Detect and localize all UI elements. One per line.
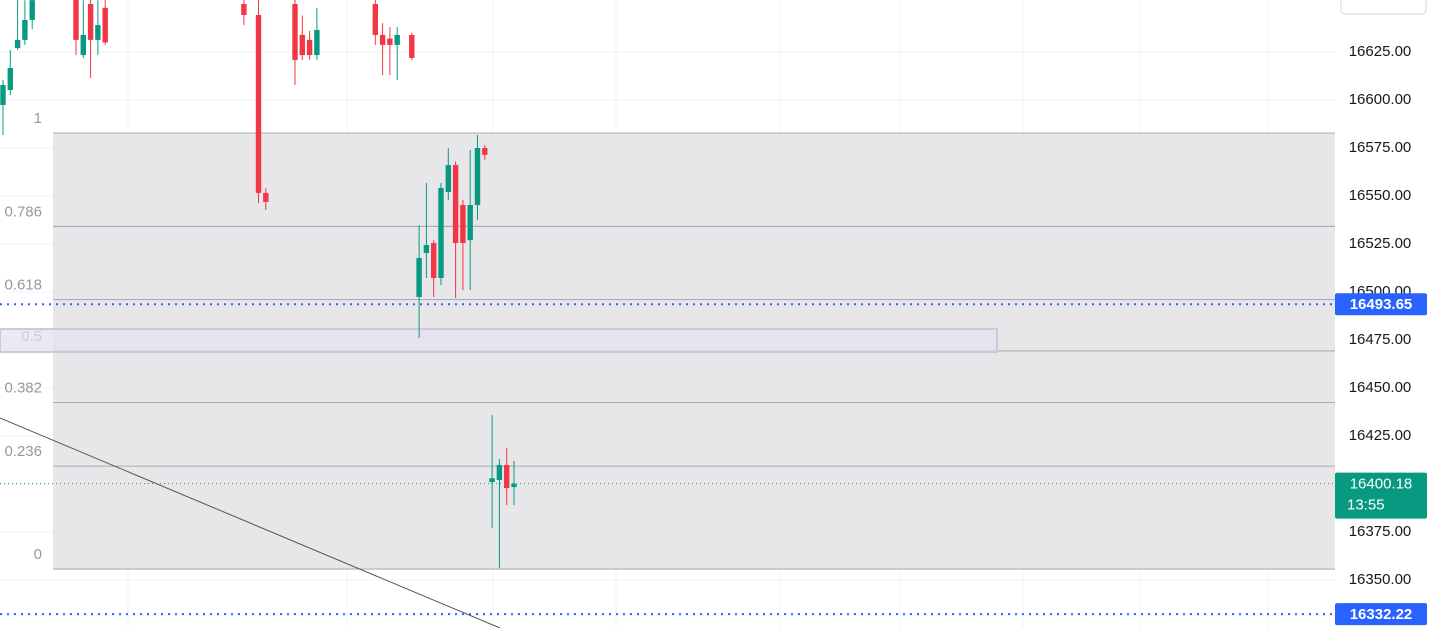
- y-tick-label: 16375.00: [1349, 523, 1412, 540]
- price-label-box: [1335, 293, 1427, 316]
- trend-line: [0, 417, 501, 628]
- fib-label: 1: [34, 110, 42, 127]
- candle-body: [387, 38, 393, 45]
- fib-label: 0.382: [4, 379, 42, 396]
- candle-body: [511, 483, 517, 488]
- candle-body: [14, 39, 21, 48]
- y-tick-label: 16575.00: [1349, 139, 1412, 156]
- y-tick-label: 16600.00: [1349, 91, 1412, 108]
- highlight-box: [0, 328, 998, 353]
- candle-body: [0, 85, 6, 105]
- candle-body: [22, 19, 28, 40]
- price-label-box: [1335, 603, 1427, 626]
- candle-body: [95, 25, 101, 40]
- candle-body: [314, 29, 320, 56]
- y-tick-label: 16525.00: [1349, 235, 1412, 252]
- fib-label: 0.786: [4, 203, 42, 220]
- candle-body: [241, 3, 247, 15]
- candle-body: [467, 205, 473, 241]
- candle-body: [496, 464, 503, 480]
- candle-body: [445, 165, 451, 192]
- candle-body: [372, 3, 378, 35]
- candle-body: [489, 478, 495, 483]
- candle-body: [504, 464, 510, 489]
- candle-body: [292, 3, 298, 61]
- y-tick-label: 16450.00: [1349, 379, 1412, 396]
- countdown: 13:55: [1347, 497, 1385, 514]
- candle-body: [102, 7, 108, 43]
- candle-body: [255, 14, 262, 193]
- y-tick-label: 16550.00: [1349, 187, 1412, 204]
- y-tick-label: 16475.00: [1349, 331, 1412, 348]
- candle-body: [460, 205, 466, 244]
- y-tick-label: 16350.00: [1349, 571, 1412, 588]
- fib-label: 0: [34, 546, 42, 563]
- candle-body: [452, 165, 459, 244]
- fib-label: 0.236: [4, 443, 42, 460]
- candle-body: [263, 192, 269, 202]
- candle-body: [431, 243, 437, 278]
- last-price-box: [1335, 472, 1427, 519]
- y-tick-label: 16425.00: [1349, 427, 1412, 444]
- fib-label: 0.618: [4, 276, 42, 293]
- candle-body: [482, 147, 488, 155]
- candle-body: [29, 0, 35, 20]
- last-price-label: 16400.18: [1350, 476, 1413, 493]
- candle-body: [394, 34, 400, 45]
- candle-body: [409, 34, 415, 58]
- candle-body: [73, 0, 79, 40]
- candle-body: [438, 187, 444, 278]
- candle-body: [379, 34, 386, 45]
- candle-body: [416, 258, 422, 297]
- candle-body: [80, 34, 86, 56]
- price-label: 16493.65: [1350, 296, 1413, 313]
- y-tick-label: 16625.00: [1349, 43, 1412, 60]
- candle-body: [299, 34, 305, 56]
- candle-body: [423, 244, 430, 254]
- candle-body: [7, 67, 13, 91]
- candle-body: [87, 3, 94, 40]
- candle-body: [306, 39, 313, 56]
- candle-body: [474, 147, 481, 206]
- price-label: 16332.22: [1350, 606, 1413, 623]
- scale-button[interactable]: [1340, 0, 1427, 15]
